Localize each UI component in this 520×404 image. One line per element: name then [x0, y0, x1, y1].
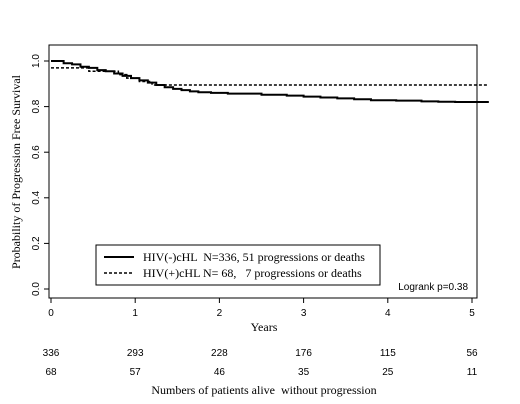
y-tick-label: 0.2: [31, 236, 42, 250]
y-tick-label: 0.4: [31, 190, 42, 204]
x-tick-label: 2: [217, 308, 223, 319]
risk-table-caption: Numbers of patients alive without progre…: [151, 383, 376, 397]
x-tick-label: 4: [385, 308, 391, 319]
legend-label-hiv-positive: HIV(+)cHL N= 68, 7 progressions or death…: [143, 266, 362, 280]
logrank-annotation: Logrank p=0.38: [398, 282, 468, 293]
x-axis-label: Years: [251, 320, 278, 334]
risk-table-cell: 228: [211, 348, 228, 359]
series-line-hiv-negative: [51, 60, 489, 104]
risk-table-cell: 115: [380, 348, 396, 359]
x-tick-label: 3: [301, 308, 307, 319]
y-tick-label: 0.0: [31, 282, 42, 296]
x-axis-ticks: 0 1 2 3 4 5: [48, 298, 475, 319]
x-tick-label: 0: [48, 308, 54, 319]
risk-table-cell: 176: [295, 348, 312, 359]
y-axis-ticks: 0.0 0.2 0.4 0.6 0.8 1.0: [31, 54, 49, 296]
x-tick-label: 1: [132, 308, 138, 319]
risk-table-cell: 336: [43, 348, 60, 359]
risk-table-cell: 46: [214, 367, 226, 378]
risk-table: 336 293 228 176 115 56 68 57 46 35 25 11: [43, 348, 478, 378]
y-tick-label: 1.0: [31, 54, 42, 68]
legend-label-hiv-negative: HIV(-)cHL N=336, 51 progressions or deat…: [143, 250, 365, 264]
x-tick-label: 5: [469, 308, 475, 319]
legend-box: [95, 244, 381, 286]
series-line-hiv-positive: [51, 67, 489, 86]
risk-table-cell: 25: [382, 367, 394, 378]
risk-table-cell: 68: [45, 367, 57, 378]
risk-table-cell: 35: [298, 367, 310, 378]
plot-frame: [48, 44, 478, 299]
risk-table-cell: 11: [467, 367, 478, 378]
y-axis-label: Probability of Progression Free Survival: [9, 74, 23, 269]
risk-table-cell: 56: [466, 348, 478, 359]
risk-table-cell: 293: [127, 348, 144, 359]
y-tick-label: 0.6: [31, 145, 42, 159]
risk-table-cell: 57: [130, 367, 142, 378]
legend: HIV(-)cHL N=336, 51 progressions or deat…: [95, 244, 381, 286]
y-tick-label: 0.8: [31, 99, 42, 113]
survival-curves: [51, 60, 489, 104]
